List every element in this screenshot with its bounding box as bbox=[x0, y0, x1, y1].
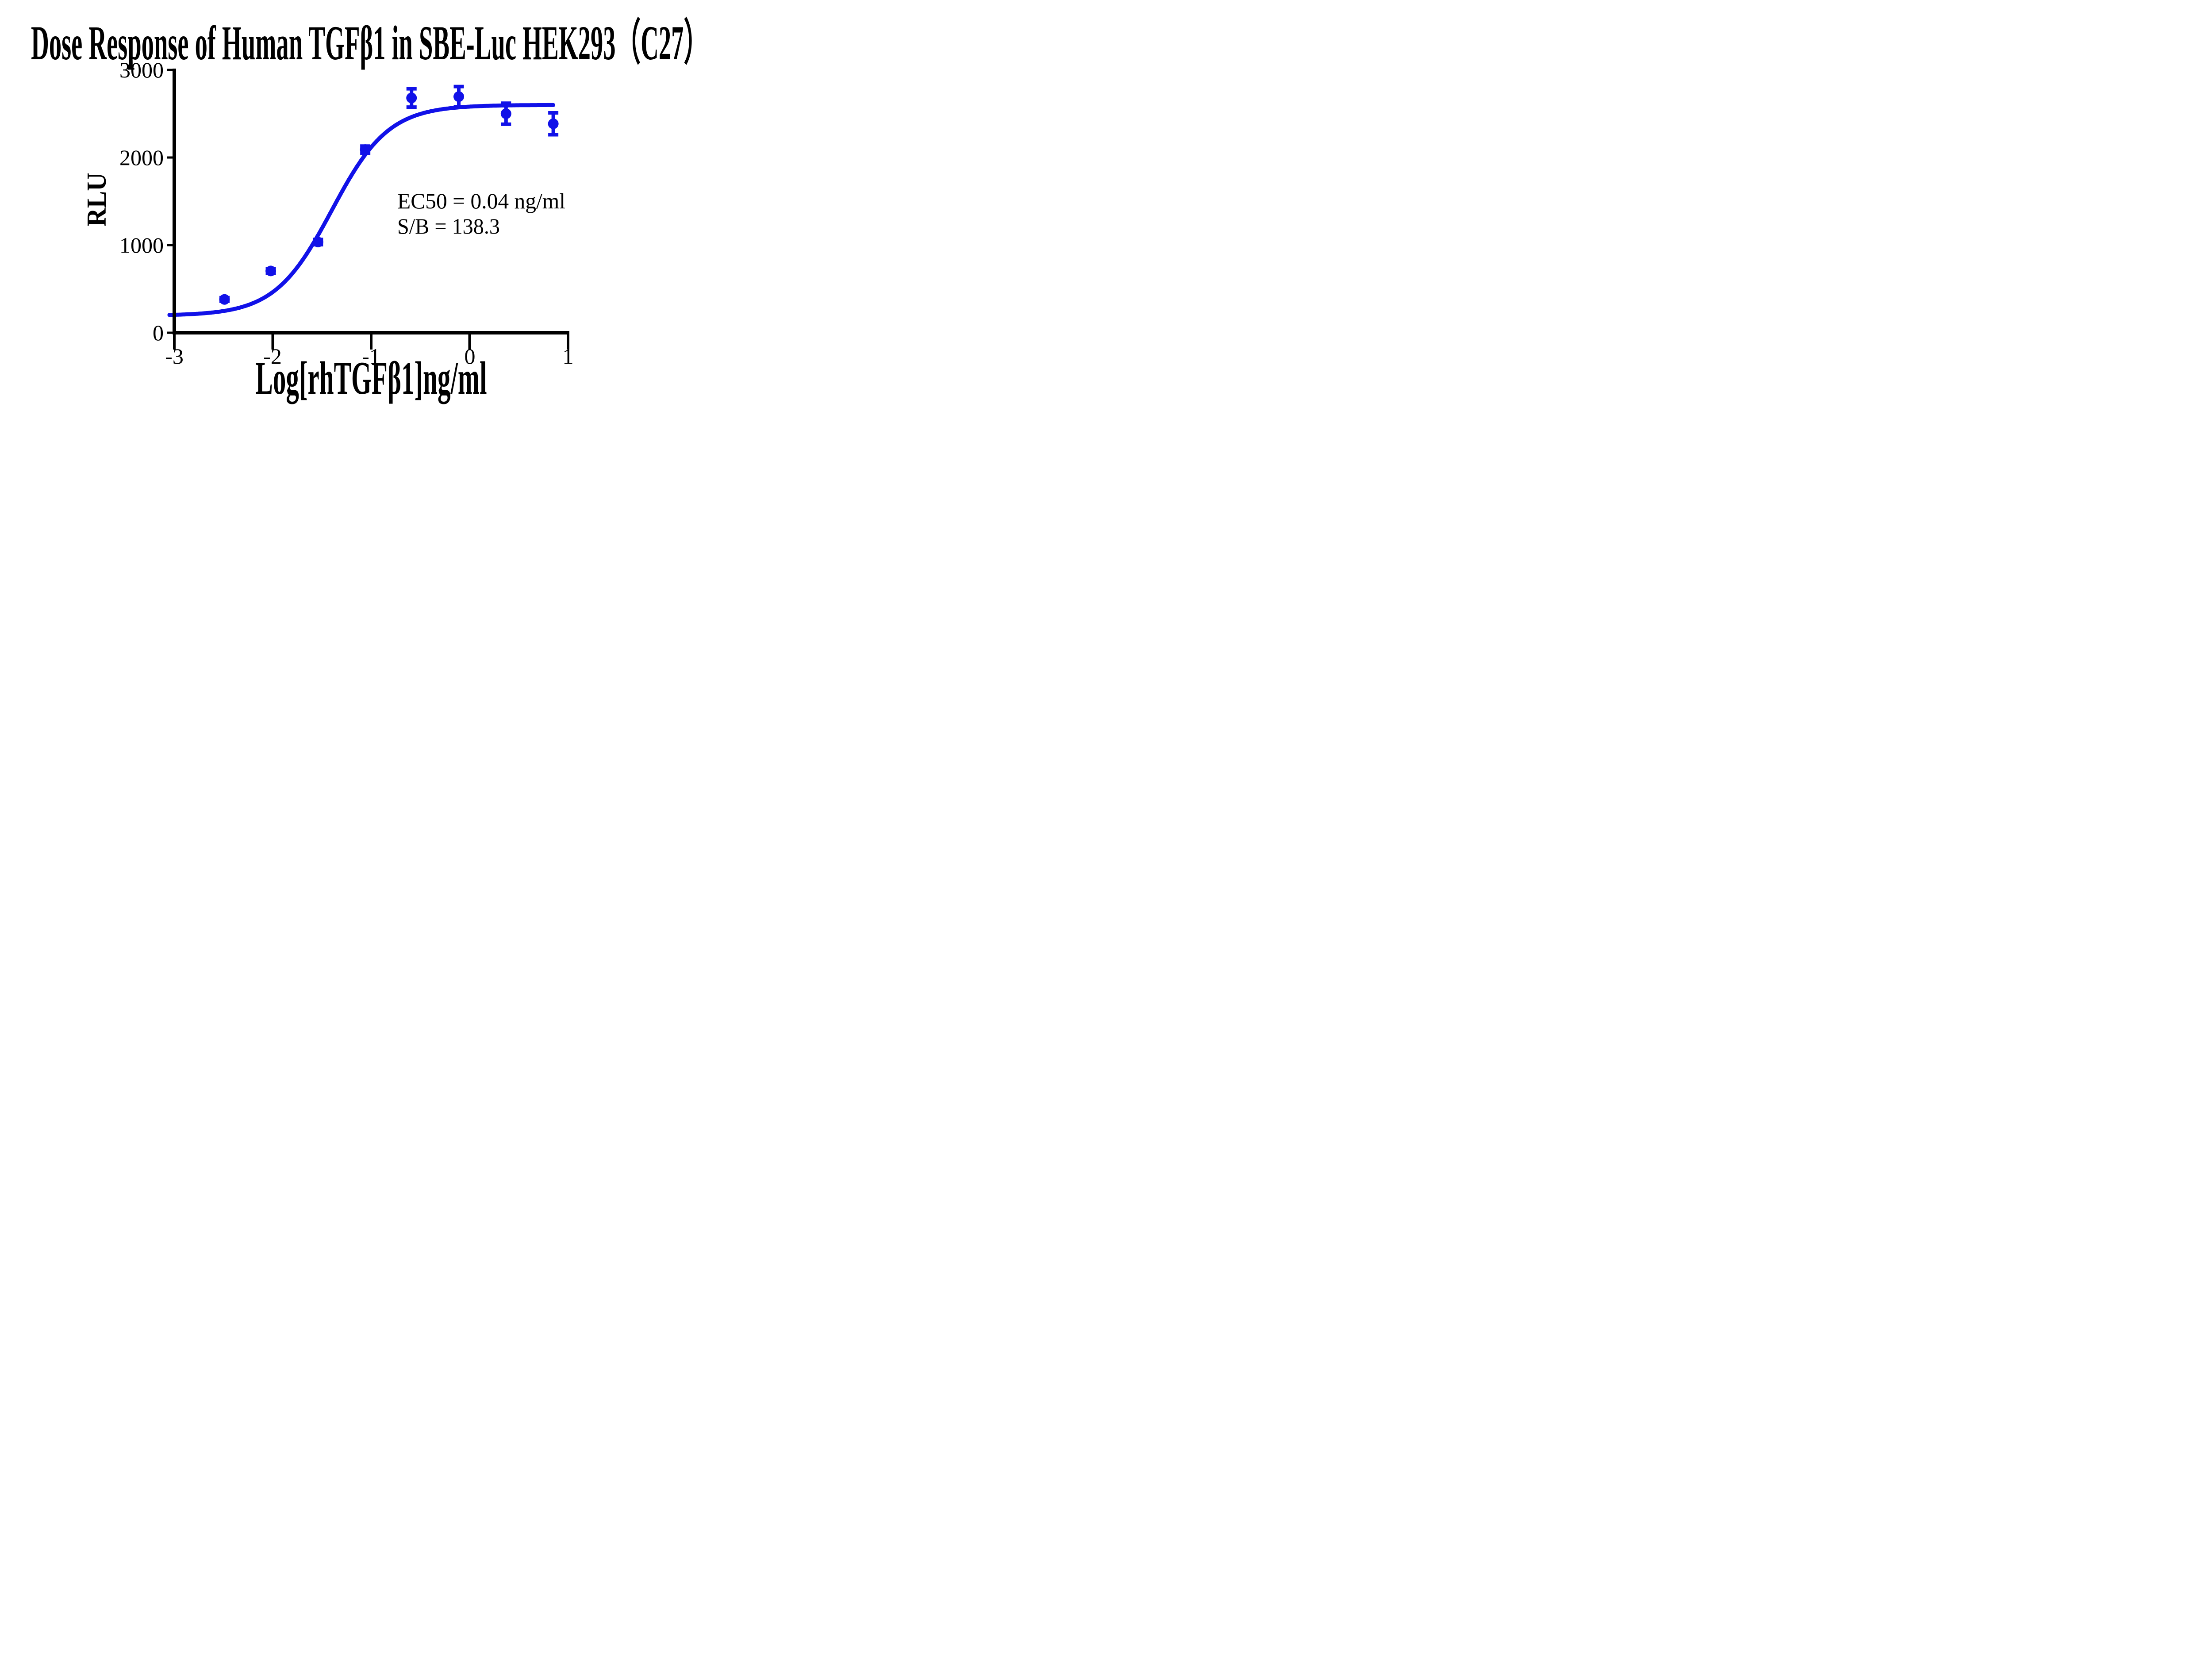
y-tick-label-2000: 2000 bbox=[119, 145, 164, 170]
dose-response-figure: Dose Response of Human TGFβ1 in SBE-Luc … bbox=[0, 0, 739, 419]
ec50-annotation: EC50 = 0.04 ng/ml bbox=[397, 188, 565, 213]
x-tick-label-0: 0 bbox=[465, 344, 476, 369]
data-point bbox=[219, 294, 230, 305]
data-point bbox=[500, 108, 511, 119]
data-point bbox=[548, 118, 559, 129]
fit-curve bbox=[167, 103, 556, 317]
x-tick-label-neg1: -1 bbox=[362, 344, 380, 369]
y-tick-label-3000: 3000 bbox=[119, 58, 164, 82]
data-point bbox=[360, 144, 371, 155]
x-tick-label-neg2: -2 bbox=[263, 344, 282, 369]
y-axis-title: RLU bbox=[82, 173, 112, 227]
signal-to-background-annotation: S/B = 138.3 bbox=[397, 214, 500, 238]
plot-area bbox=[167, 69, 569, 350]
data-point bbox=[406, 92, 417, 104]
data-point bbox=[265, 265, 276, 277]
y-tick-label-0: 0 bbox=[153, 320, 164, 345]
x-tick-label-1: 1 bbox=[563, 344, 574, 369]
x-tick-label-neg3: -3 bbox=[165, 344, 184, 369]
dose-response-chart: Dose Response of Human TGFβ1 in SBE-Luc … bbox=[31, 16, 709, 404]
y-tick-label-1000: 1000 bbox=[119, 233, 164, 258]
x-axis-title: Log[rhTGFβ1]ng/ml bbox=[256, 352, 487, 404]
chart-title: Dose Response of Human TGFβ1 in SBE-Luc … bbox=[31, 16, 709, 70]
data-point bbox=[453, 91, 465, 102]
data-point bbox=[312, 237, 323, 248]
